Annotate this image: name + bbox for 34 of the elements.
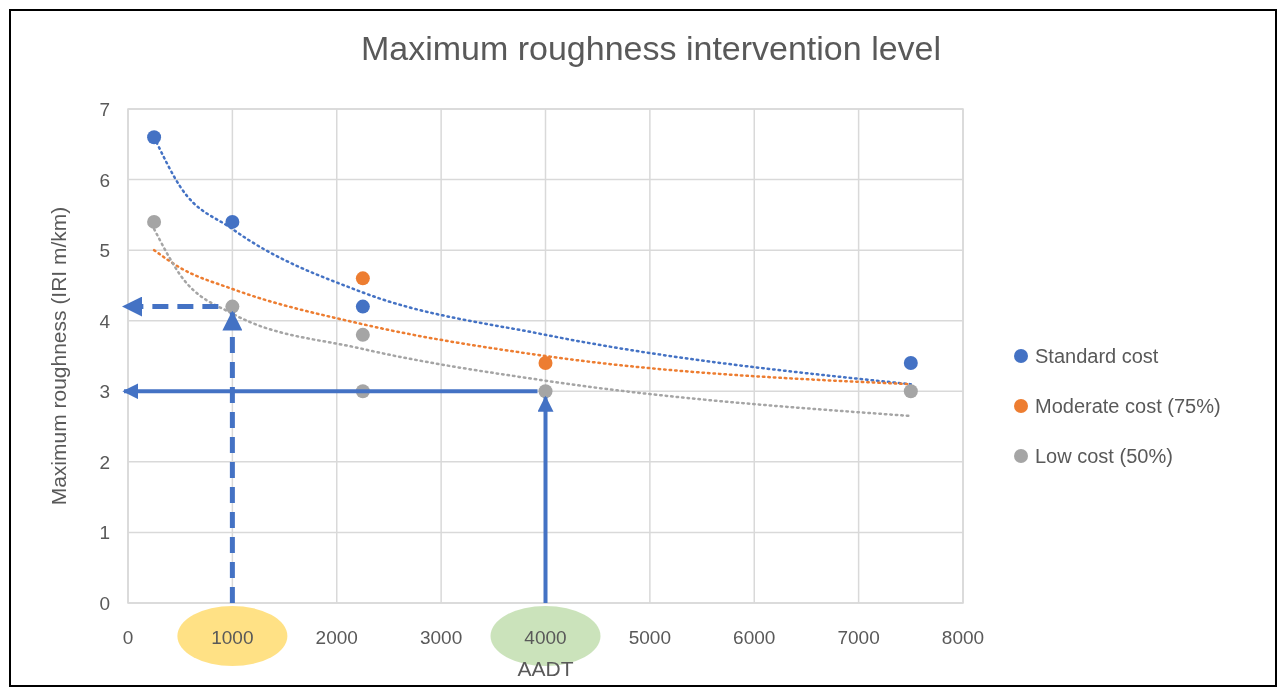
- y-tick-label: 3: [99, 381, 110, 403]
- x-tick-label: 8000: [941, 627, 985, 648]
- point: [355, 271, 370, 286]
- y-tick-label: 2: [99, 451, 110, 473]
- y-axis-title: Maximum roughness (IRI m/km): [47, 206, 70, 506]
- point: [147, 130, 162, 145]
- y-tick-label: 7: [99, 99, 110, 120]
- x-tick-label: 5000: [628, 627, 672, 648]
- x-tick-label: 0: [122, 627, 134, 648]
- x-tick-label: 7000: [837, 627, 880, 648]
- x-tick-label: 3000: [419, 627, 463, 648]
- x-tick-label: 6000: [733, 627, 776, 648]
- y-tick-label: 6: [99, 169, 110, 191]
- chart-title: Maximum roughness intervention level: [360, 29, 942, 67]
- point: [538, 384, 553, 399]
- legend-label: Moderate cost (75%): [1035, 395, 1221, 417]
- legend-label: Standard cost: [1035, 345, 1159, 367]
- point: [903, 384, 918, 399]
- y-tick-label: 5: [99, 240, 110, 262]
- legend-label: Low cost (50%): [1035, 445, 1173, 467]
- x-axis-title: AADT: [517, 657, 574, 680]
- x-tick-label: 2000: [315, 627, 358, 648]
- point: [147, 214, 162, 229]
- y-tick-label: 4: [99, 310, 111, 332]
- point: [225, 214, 240, 229]
- point: [355, 327, 370, 342]
- x-tick-label: 1000: [211, 627, 254, 648]
- x-tick-label: 4000: [524, 627, 567, 648]
- point: [355, 299, 370, 314]
- y-tick-label: 1: [99, 522, 110, 544]
- point: [225, 299, 240, 314]
- point: [538, 356, 553, 371]
- y-tick-label: 0: [99, 593, 110, 614]
- point: [903, 356, 918, 371]
